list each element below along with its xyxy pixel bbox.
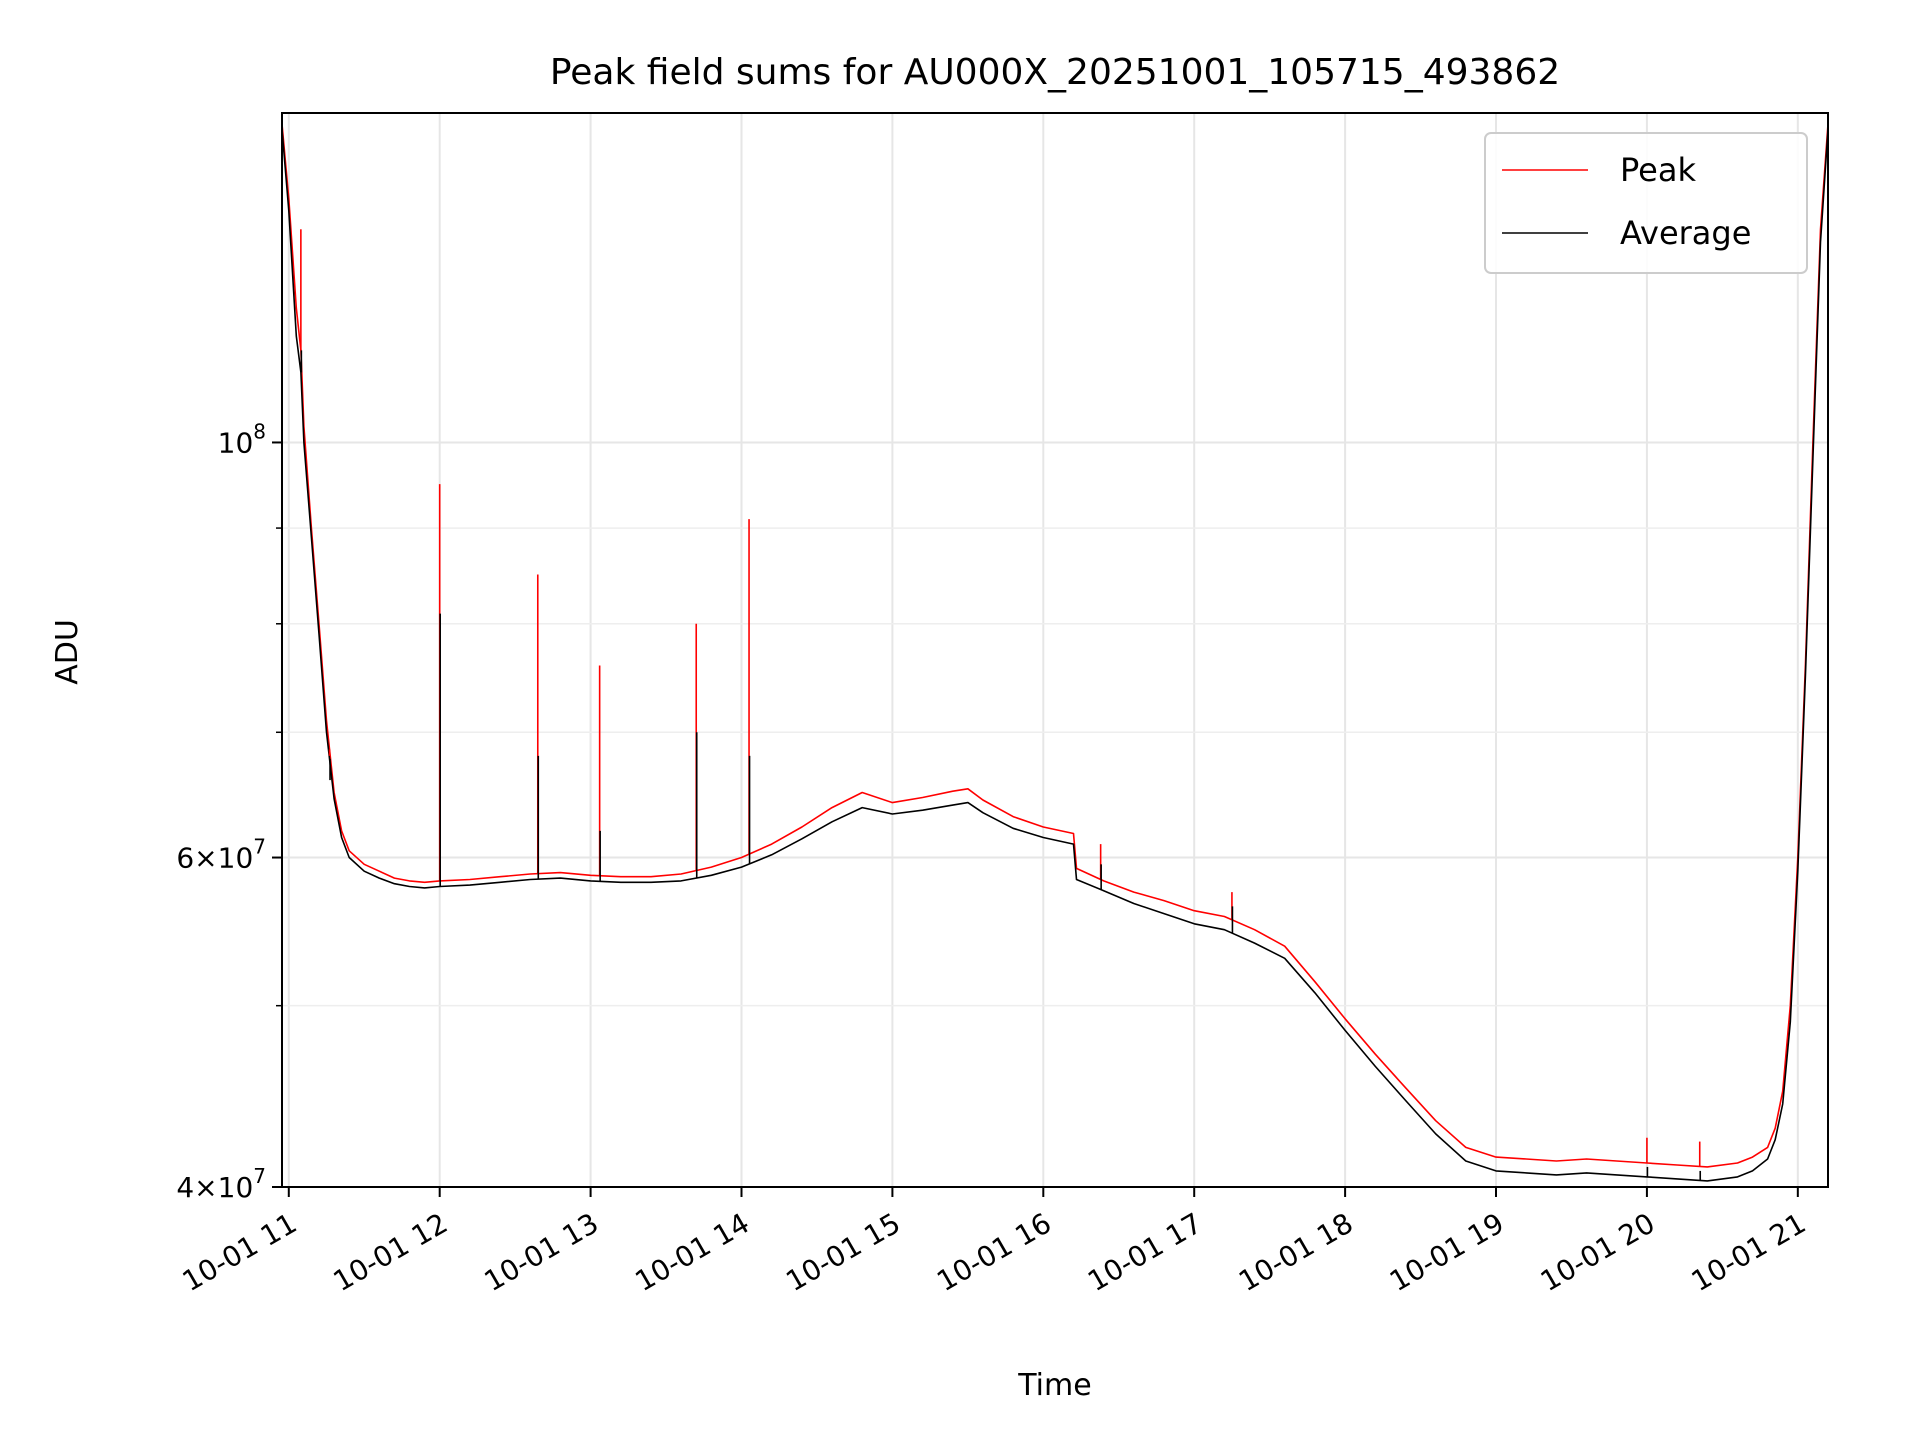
y-tick-label: 108: [218, 419, 266, 459]
legend-label-average: Average: [1620, 214, 1751, 252]
x-tick-label: 10-01 11: [177, 1206, 303, 1298]
y-tick-label: 4×107: [176, 1164, 266, 1204]
x-tick-label: 10-01 20: [1535, 1206, 1661, 1298]
y-tick-label: 6×107: [176, 835, 266, 875]
x-tick-label: 10-01 17: [1082, 1206, 1208, 1298]
x-tick-label: 10-01 14: [629, 1206, 755, 1298]
x-tick-label: 10-01 13: [479, 1206, 605, 1298]
y-tick-base: 6: [176, 842, 194, 875]
series-layer: [282, 123, 1828, 1182]
x-tick-label: 10-01 15: [780, 1206, 906, 1298]
y-tick-ten: 10: [218, 426, 254, 459]
x-tick-label: 10-01 12: [328, 1206, 454, 1298]
chart-title: Peak field sums for AU000X_20251001_1057…: [550, 52, 1560, 93]
legend-label-peak: Peak: [1620, 151, 1696, 189]
y-tick-times: ×10: [194, 1171, 253, 1204]
y-tick-exponent: 7: [253, 1164, 266, 1188]
x-axis-label: Time: [1017, 1368, 1091, 1403]
y-tick-base: 4: [176, 1171, 194, 1204]
plot-frame: [281, 112, 1829, 1188]
grid: [282, 113, 1828, 1188]
y-axis-label: ADU: [50, 619, 85, 685]
x-tick-label: 10-01 18: [1233, 1206, 1359, 1298]
y-tick-exponent: 7: [253, 835, 266, 859]
x-tick-label: 10-01 21: [1686, 1206, 1812, 1298]
series-line-average: [282, 129, 1828, 1182]
y-tick-times: ×10: [194, 842, 253, 875]
legend-box: [1484, 132, 1808, 274]
x-ticks: 10-01 11 10-01 12 10-01 13 10-01 14 10-01 15…: [177, 1187, 1812, 1298]
legend: Peak Average: [1484, 132, 1808, 274]
x-tick-label: 10-01 16: [931, 1206, 1057, 1298]
x-tick-label: 10-01 19: [1384, 1206, 1510, 1298]
y-tick-exponent: 8: [253, 419, 266, 443]
series-line-peak: [282, 123, 1828, 1168]
